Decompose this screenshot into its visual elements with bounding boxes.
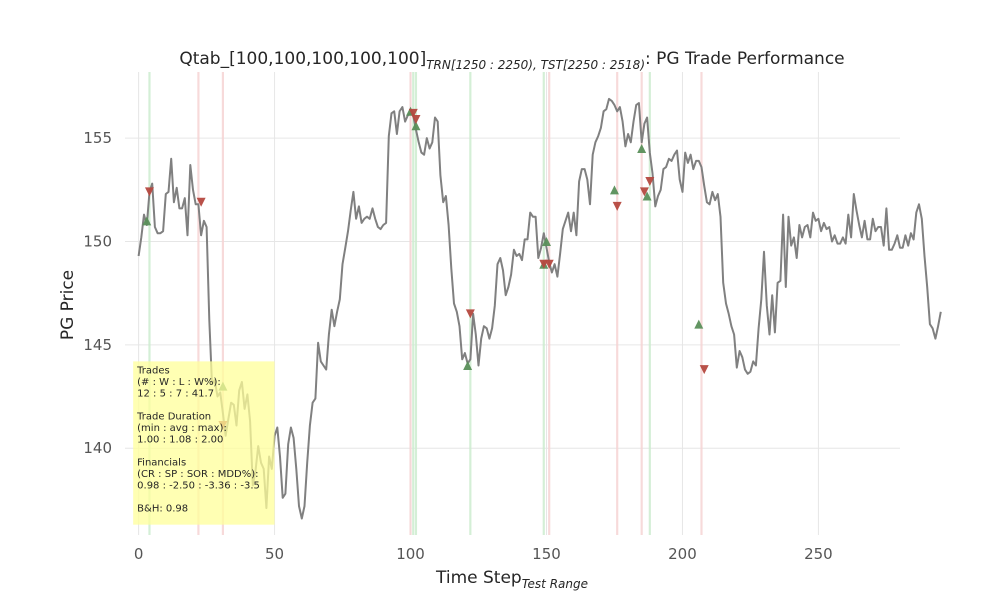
buy-band [412, 72, 415, 535]
sell-marker [411, 115, 421, 125]
buy-marker [142, 216, 152, 226]
buy-band [148, 72, 151, 535]
sell-marker [465, 309, 475, 319]
info-box-line: 12 : 5 : 7 : 41.7 [137, 388, 214, 399]
info-box-line: (min : avg : max): [137, 423, 227, 434]
sell-marker [645, 177, 655, 187]
title-main: Qtab_[100,100,100,100,100] [179, 49, 426, 69]
buy-band [469, 72, 472, 535]
x-tick-label: 250 [804, 545, 833, 563]
x-axis-label: Time StepTest Range [435, 568, 588, 591]
trade-bands [148, 72, 703, 535]
info-box-line: Trade Duration [136, 411, 211, 422]
sell-band [197, 72, 200, 535]
sell-band [640, 72, 643, 535]
x-tick-label: 200 [668, 545, 697, 563]
buy-marker [694, 319, 704, 329]
title-suffix: : PG Trade Performance [645, 49, 845, 69]
sell-band [221, 72, 224, 535]
sell-marker [699, 365, 709, 375]
x-tick-label: 150 [532, 545, 561, 563]
y-tick-label: 145 [83, 336, 112, 354]
tick-labels: 0 50 100 150 200 250 140 145 150 155 [83, 129, 832, 563]
info-box-line: 0.98 : -2.50 : -3.36 : -3.5 [137, 480, 260, 491]
sell-marker [196, 197, 206, 207]
buy-marker [411, 121, 421, 131]
title-subscript: TRN[1250 : 2250), TST[2250 : 2518) [426, 58, 645, 72]
x-tick-label: 100 [396, 545, 425, 563]
x-tick-label: 0 [134, 545, 144, 563]
info-box-line: Trades [136, 365, 170, 376]
info-box-line: 1.00 : 1.08 : 2.00 [137, 434, 223, 445]
buy-marker [541, 236, 551, 246]
buy-band [414, 72, 418, 535]
info-box-line: B&H: 0.98 [137, 503, 188, 514]
y-tick-label: 155 [83, 129, 112, 147]
buy-band [648, 72, 651, 535]
chart-title: Qtab_[100,100,100,100,100]TRN[1250 : 225… [179, 49, 844, 72]
sell-marker [408, 108, 418, 118]
buy-marker [637, 143, 647, 153]
sell-band [700, 72, 703, 535]
sell-marker [144, 187, 154, 197]
buy-marker [609, 185, 619, 195]
info-box: Trades(# : W : L : W%):12 : 5 : 7 : 41.7… [133, 361, 275, 525]
buy-band [542, 72, 545, 535]
info-box-line: Financials [137, 457, 186, 468]
info-box-line: (# : W : L : W%): [137, 377, 221, 388]
info-box-background [133, 361, 275, 525]
y-tick-label: 140 [83, 439, 112, 457]
sell-marker [639, 187, 649, 197]
y-axis-label: PG Price [58, 270, 78, 340]
y-tick-label: 150 [83, 232, 112, 250]
buy-marker [642, 191, 652, 201]
info-box-line: (CR : SP : SOR : MDD%): [137, 469, 258, 480]
sell-marker [612, 201, 622, 211]
xlabel-subscript: Test Range [522, 577, 588, 591]
sell-band [548, 72, 551, 535]
sell-band [616, 72, 619, 535]
xlabel-main: Time Step [435, 568, 522, 588]
sell-marker [544, 259, 554, 269]
x-tick-label: 50 [265, 545, 284, 563]
sell-band [409, 72, 412, 535]
buy-marker [463, 361, 473, 371]
